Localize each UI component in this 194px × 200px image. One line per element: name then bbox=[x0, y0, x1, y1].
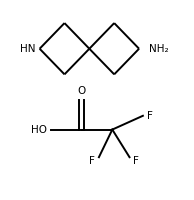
Text: F: F bbox=[89, 156, 95, 166]
Text: NH₂: NH₂ bbox=[149, 44, 168, 54]
Text: HO: HO bbox=[31, 125, 47, 135]
Text: HN: HN bbox=[20, 44, 36, 54]
Text: F: F bbox=[147, 111, 153, 121]
Text: O: O bbox=[78, 86, 86, 96]
Text: F: F bbox=[133, 156, 139, 166]
